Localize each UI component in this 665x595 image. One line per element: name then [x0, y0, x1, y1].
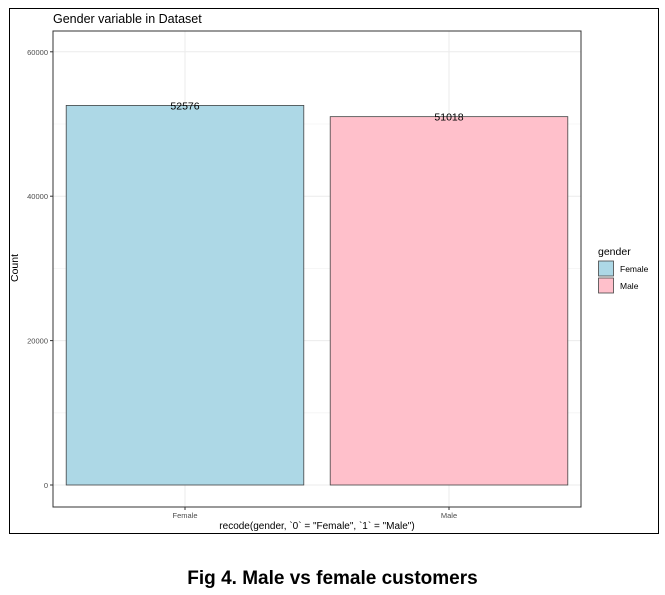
- data-labels: 52576 51018: [170, 100, 463, 123]
- x-tick-label: Female: [172, 511, 197, 520]
- legend-entries: Female Male: [598, 260, 649, 294]
- legend-key-female: [598, 260, 614, 277]
- bars: [65, 105, 569, 486]
- y-axis: 0 20000 40000 60000: [27, 48, 53, 490]
- data-label-female: 52576: [170, 100, 199, 112]
- legend: gender Female Male: [598, 246, 649, 294]
- data-label-male: 51018: [434, 112, 463, 124]
- x-axis-label: recode(gender, `0` = "Female", `1` = "Ma…: [219, 520, 414, 532]
- y-tick-label: 0: [44, 481, 48, 490]
- figure-caption: Fig 4. Male vs female customers: [187, 568, 478, 589]
- y-tick-label: 20000: [27, 337, 48, 346]
- legend-key-male: [598, 277, 614, 294]
- y-axis-label: Count: [9, 254, 21, 282]
- legend-label-female: Female: [620, 264, 649, 274]
- bar-chart: 52576 51018 0 20000 40000 60000 Female Male G…: [9, 12, 649, 532]
- legend-label-male: Male: [620, 281, 639, 291]
- legend-title: gender: [598, 246, 631, 258]
- bar-female: [65, 105, 305, 486]
- y-tick-label: 40000: [27, 192, 48, 201]
- x-axis: Female Male: [172, 507, 457, 520]
- chart-title: Gender variable in Dataset: [53, 12, 202, 26]
- panel-border: [52, 30, 582, 508]
- bar-male: [329, 116, 569, 486]
- x-tick-label: Male: [441, 511, 457, 520]
- y-tick-label: 60000: [27, 48, 48, 57]
